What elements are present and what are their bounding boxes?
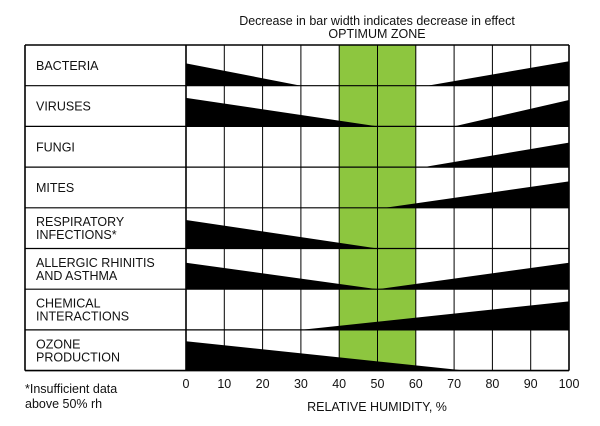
category-label-line: VIRUSES: [36, 100, 91, 114]
category-label: ALLERGIC RHINITIS AND ASTHMA: [36, 256, 155, 283]
x-tick-label-60: 60: [409, 377, 423, 391]
x-tick-label-20: 20: [256, 377, 270, 391]
footnote: *Insufficient data above 50% rh: [25, 382, 117, 412]
x-tick-labels-layer: 0 10 20 30 40 50 60 70 80 90 100: [183, 377, 580, 391]
category-label-line: ALLERGIC RHINITIS: [36, 256, 155, 270]
category-label-line: CHEMICAL: [36, 297, 101, 311]
bar-bacteria-right: [427, 61, 569, 86]
category-label-line: INTERACTIONS: [36, 310, 129, 324]
bar-fungi-right: [423, 142, 569, 168]
x-tick-label-80: 80: [485, 377, 499, 391]
x-tick-label-10: 10: [217, 377, 231, 391]
bar-respiratory-infections-left: [186, 220, 378, 249]
bar-viruses-right: [454, 99, 569, 127]
category-label-line: FUNGI: [36, 140, 75, 154]
bar-mites-right: [385, 181, 569, 208]
chart-title: Decrease in bar width indicates decrease…: [239, 14, 515, 28]
category-label: FUNGI: [36, 140, 75, 154]
x-axis-label: RELATIVE HUMIDITY, %: [307, 400, 447, 414]
x-tick-label-40: 40: [332, 377, 346, 391]
x-tick-label-30: 30: [294, 377, 308, 391]
category-label-line: OZONE: [36, 337, 80, 351]
optimum-zone-label: OPTIMUM ZONE: [328, 27, 425, 41]
category-label: MITES: [36, 181, 74, 195]
category-label: BACTERIA: [36, 59, 99, 73]
bar-allergic-rhinitis-and-asthma-left: [186, 262, 378, 290]
bar-chemical-interactions-right: [300, 301, 569, 330]
category-label-line: AND ASTHMA: [36, 269, 118, 283]
bar-viruses-left: [186, 97, 378, 127]
category-label: OZONE PRODUCTION: [36, 337, 120, 364]
category-label-line: MITES: [36, 181, 74, 195]
x-tick-label-0: 0: [183, 377, 190, 391]
category-label-line: RESPIRATORY: [36, 215, 125, 229]
x-tick-label-100: 100: [559, 377, 580, 391]
category-labels-layer: BACTERIA VIRUSES FUNGI MITES RESPIRATORY INFE…: [36, 59, 155, 364]
grid-layer: [24, 44, 570, 372]
category-label-line: BACTERIA: [36, 59, 99, 73]
footnote-line-1: *Insufficient data: [25, 382, 118, 396]
category-label: VIRUSES: [36, 100, 91, 114]
category-label: CHEMICAL INTERACTIONS: [36, 297, 129, 324]
bar-allergic-rhinitis-and-asthma-right: [377, 262, 569, 290]
bars-layer: [186, 61, 569, 371]
bar-ozone-production-left: [186, 341, 466, 371]
footnote-line-2: above 50% rh: [25, 397, 103, 411]
x-tick-label-90: 90: [524, 377, 538, 391]
bar-bacteria-left: [186, 63, 301, 86]
x-tick-label-70: 70: [447, 377, 461, 391]
category-label-line: PRODUCTION: [36, 350, 120, 364]
category-label-line: INFECTIONS*: [36, 228, 117, 242]
category-label: RESPIRATORY INFECTIONS*: [36, 215, 125, 242]
x-tick-label-50: 50: [371, 377, 385, 391]
